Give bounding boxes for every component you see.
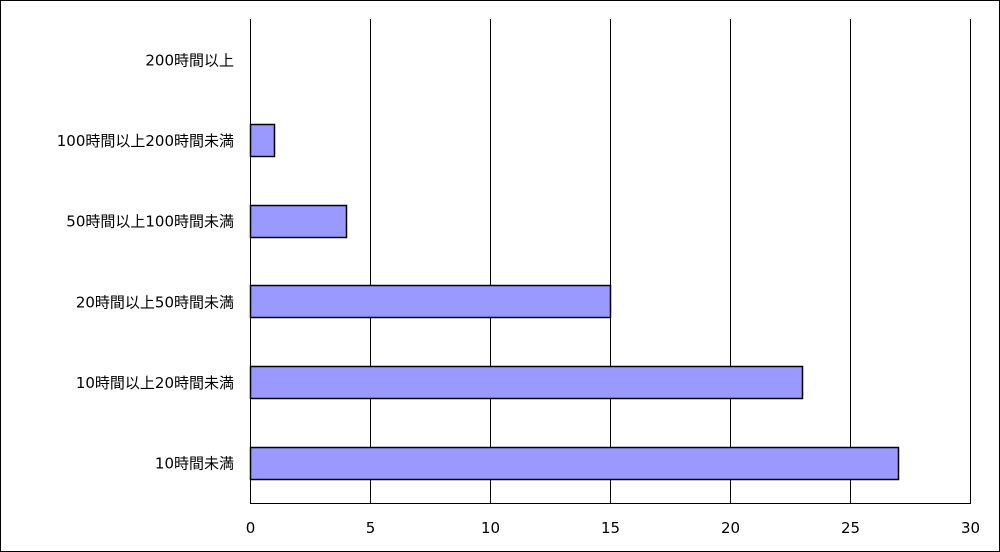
bar [249,284,612,319]
category-label: 10時間未満 [155,455,234,473]
x-tick-label: 10 [481,519,500,537]
category-label: 100時間以上200時間未満 [57,132,234,150]
category-label: 50時間以上100時間未満 [66,213,234,231]
x-tick-label: 0 [246,519,256,537]
bar [249,446,900,481]
category-label: 10時間以上20時間未満 [76,374,234,392]
axes [250,19,971,504]
x-tick-labels: 0 5 10 15 20 25 30 [246,519,980,537]
x-tick-label: 15 [601,519,620,537]
bar [249,365,804,400]
x-tick-label: 30 [961,519,980,537]
category-labels: 200時間以上 100時間以上200時間未満 50時間以上100時間未満 20時間以上… [57,51,234,472]
x-tick-label: 25 [841,519,860,537]
category-label: 200時間以上 [145,51,234,69]
bars [249,123,900,481]
x-tick-label: 5 [366,519,376,537]
grid-lines [370,19,971,503]
bar [249,204,348,239]
category-label: 20時間以上50時間未満 [76,293,234,311]
bar [249,123,276,158]
x-tick-label: 20 [721,519,740,537]
